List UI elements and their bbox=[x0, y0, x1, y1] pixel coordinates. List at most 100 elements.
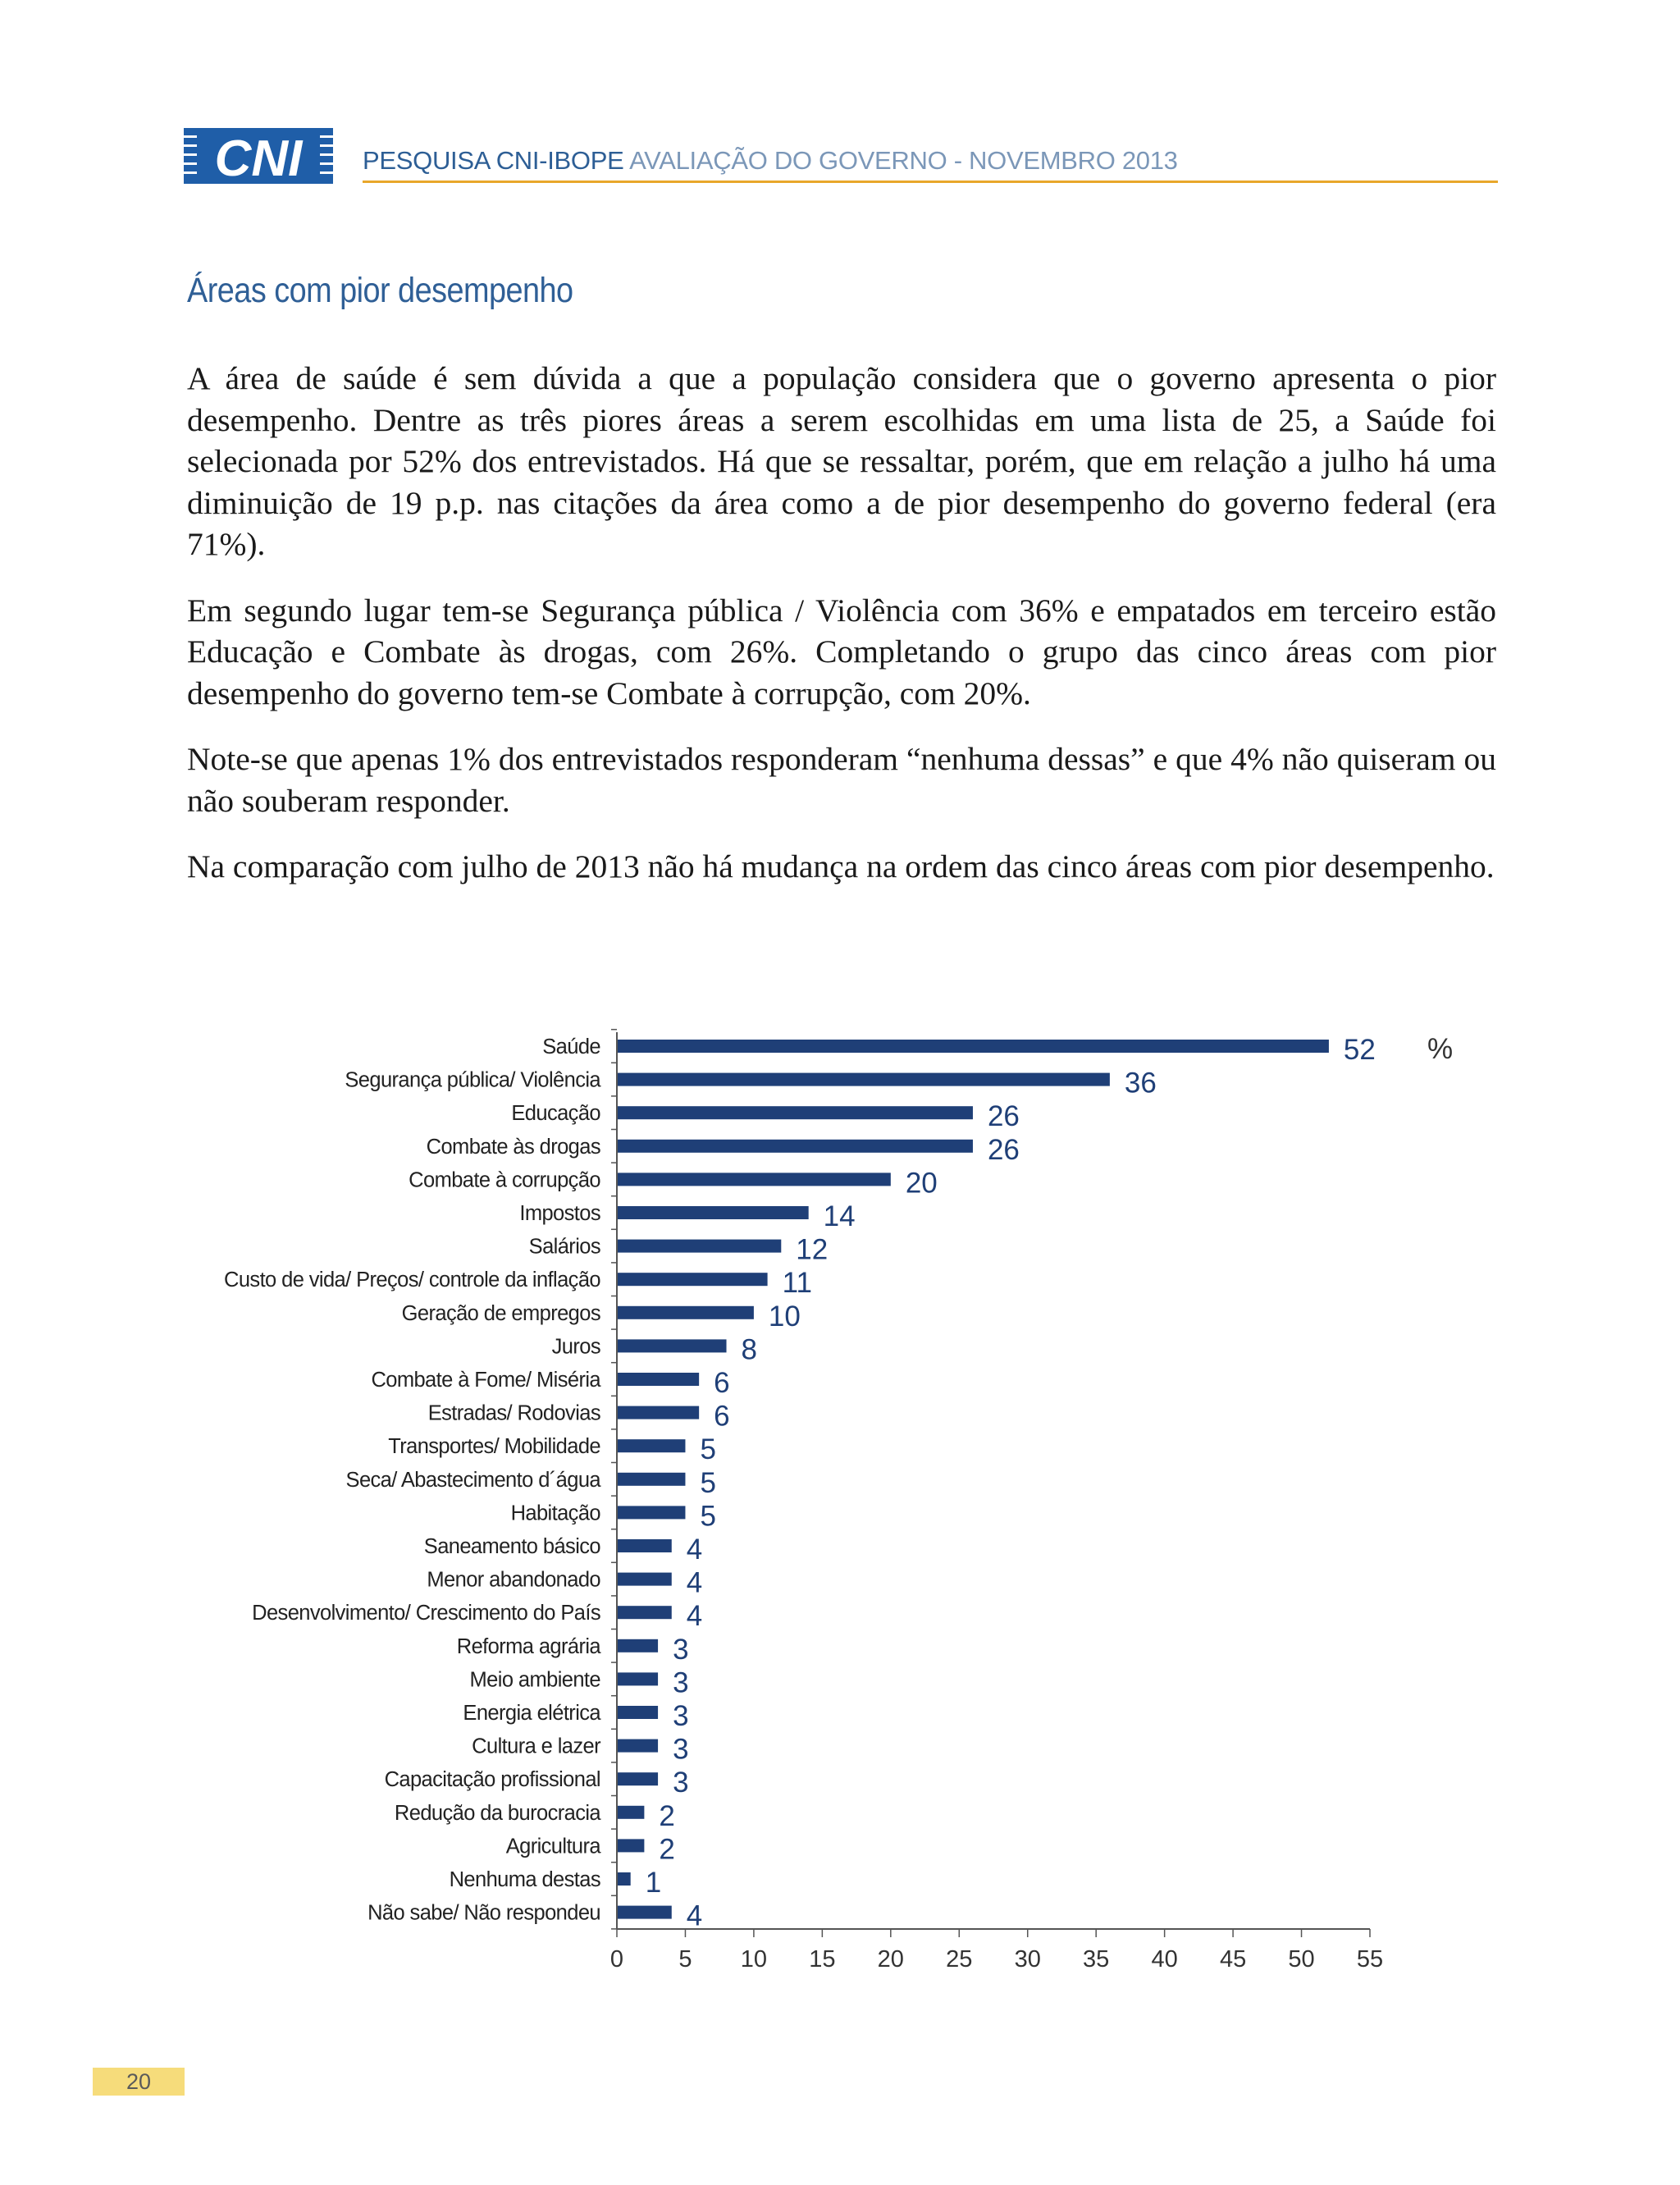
header-title-light: AVALIAÇÃO DO GOVERNO - NOVEMBRO 2013 bbox=[629, 146, 1178, 175]
value-label: 12 bbox=[796, 1234, 828, 1266]
category-label: Custo de vida/ Preços/ controle da infla… bbox=[224, 1268, 600, 1291]
bar bbox=[618, 1239, 782, 1253]
category-label: Estradas/ Rodovias bbox=[428, 1402, 600, 1425]
value-label: 20 bbox=[906, 1167, 938, 1199]
section-title: Áreas com pior desempenho bbox=[187, 271, 573, 310]
category-label: Saneamento básico bbox=[424, 1535, 601, 1558]
value-label: 3 bbox=[673, 1767, 688, 1799]
x-tick-label: 10 bbox=[741, 1946, 767, 1972]
value-label: 4 bbox=[687, 1534, 702, 1566]
logo-text: CNI bbox=[215, 130, 304, 184]
value-label: 5 bbox=[700, 1433, 715, 1465]
value-label: 52 bbox=[1344, 1034, 1376, 1066]
paragraph: Na comparação com julho de 2013 não há m… bbox=[187, 848, 1495, 885]
paragraph: Note-se que apenas 1% dos entrevistados … bbox=[187, 741, 1496, 819]
page-number: 20 bbox=[93, 2068, 185, 2096]
bar bbox=[618, 1206, 809, 1219]
paragraph: Em segundo lugar tem-se Segurança públic… bbox=[187, 592, 1496, 711]
bar bbox=[618, 1373, 700, 1386]
header-title-strong: PESQUISA CNI-IBOPE bbox=[363, 146, 624, 175]
bar bbox=[618, 1805, 645, 1819]
value-label: 14 bbox=[824, 1200, 856, 1232]
x-tick-label: 25 bbox=[946, 1946, 972, 1972]
value-label: 1 bbox=[646, 1867, 661, 1899]
x-tick-label: 5 bbox=[678, 1946, 692, 1972]
value-label: 6 bbox=[714, 1367, 729, 1399]
value-label: 5 bbox=[700, 1500, 715, 1532]
bar bbox=[618, 1706, 659, 1719]
category-label: Salários bbox=[529, 1236, 600, 1259]
x-tick-label: 30 bbox=[1015, 1946, 1041, 1972]
value-label: 10 bbox=[769, 1300, 801, 1332]
category-label: Cultura e lazer bbox=[472, 1735, 601, 1758]
page-header: CNI PESQUISA CNI-IBOPE AVALIAÇÃO DO GOVE… bbox=[184, 121, 1498, 185]
category-label: Redução da burocracia bbox=[395, 1802, 601, 1825]
bar bbox=[618, 1839, 645, 1853]
bar bbox=[618, 1406, 700, 1419]
category-label: Capacitação profissional bbox=[385, 1768, 600, 1791]
category-label: Geração de empregos bbox=[402, 1302, 600, 1325]
bar bbox=[618, 1439, 686, 1453]
x-tick-label: 55 bbox=[1357, 1946, 1383, 1972]
bar bbox=[618, 1572, 672, 1586]
value-label: 2 bbox=[659, 1833, 674, 1865]
category-label: Habitação bbox=[511, 1502, 601, 1524]
bar bbox=[618, 1872, 631, 1886]
value-label: 3 bbox=[673, 1634, 688, 1666]
x-tick-label: 0 bbox=[610, 1946, 623, 1972]
bar bbox=[618, 1606, 672, 1620]
value-label: 8 bbox=[742, 1333, 757, 1365]
category-label: Menor abandonado bbox=[427, 1569, 600, 1592]
x-tick-label: 15 bbox=[809, 1946, 835, 1972]
bar bbox=[618, 1472, 686, 1486]
value-label: 26 bbox=[988, 1100, 1020, 1132]
value-label: 3 bbox=[673, 1700, 688, 1732]
header-title: PESQUISA CNI-IBOPE AVALIAÇÃO DO GOVERNO … bbox=[363, 146, 1178, 176]
category-label: Não sabe/ Não respondeu bbox=[368, 1902, 600, 1925]
category-label: Reforma agrária bbox=[457, 1635, 602, 1658]
cni-logo: CNI bbox=[184, 128, 333, 184]
category-label: Energia elétrica bbox=[463, 1702, 601, 1725]
value-label: 6 bbox=[714, 1401, 729, 1433]
value-label: 4 bbox=[687, 1600, 702, 1632]
bar bbox=[618, 1305, 754, 1319]
bar bbox=[618, 1139, 973, 1153]
x-tick-label: 50 bbox=[1288, 1946, 1314, 1972]
x-tick-label: 45 bbox=[1220, 1946, 1246, 1972]
body-text: A área de saúde é sem dúvida a que a pop… bbox=[187, 358, 1496, 912]
category-label: Nenhuma destas bbox=[450, 1868, 600, 1891]
value-label: 36 bbox=[1125, 1067, 1157, 1099]
category-label: Saúde bbox=[542, 1035, 600, 1058]
category-label: Combate às drogas bbox=[427, 1136, 600, 1159]
paragraph: A área de saúde é sem dúvida a que a pop… bbox=[187, 360, 1496, 562]
value-label: 11 bbox=[783, 1267, 812, 1299]
value-label: 4 bbox=[687, 1567, 702, 1599]
category-label: Segurança pública/ Violência bbox=[345, 1069, 601, 1092]
category-label: Combate à Fome/ Miséria bbox=[371, 1369, 601, 1392]
value-label: 5 bbox=[700, 1467, 715, 1499]
bar bbox=[618, 1172, 891, 1186]
category-label: Impostos bbox=[519, 1202, 600, 1225]
value-label: 3 bbox=[673, 1734, 688, 1766]
bar bbox=[618, 1639, 659, 1652]
category-label: Desenvolvimento/ Crescimento do País bbox=[252, 1602, 600, 1625]
category-label: Agricultura bbox=[506, 1835, 602, 1858]
bar bbox=[618, 1072, 1110, 1086]
x-tick-label: 20 bbox=[878, 1946, 904, 1972]
value-label: 3 bbox=[673, 1666, 688, 1698]
category-label: Educação bbox=[511, 1102, 600, 1125]
bar bbox=[618, 1339, 727, 1353]
x-tick-label: 40 bbox=[1152, 1946, 1178, 1972]
category-label: Meio ambiente bbox=[470, 1668, 601, 1691]
bar bbox=[618, 1506, 686, 1520]
header-divider bbox=[363, 181, 1498, 183]
bar bbox=[618, 1539, 672, 1552]
value-label: 26 bbox=[988, 1134, 1020, 1166]
category-label: Combate à corrupção bbox=[409, 1168, 600, 1191]
category-label: Juros bbox=[552, 1335, 600, 1358]
bar bbox=[618, 1672, 659, 1686]
bar bbox=[618, 1273, 768, 1287]
bar bbox=[618, 1106, 973, 1120]
bar bbox=[618, 1739, 659, 1753]
